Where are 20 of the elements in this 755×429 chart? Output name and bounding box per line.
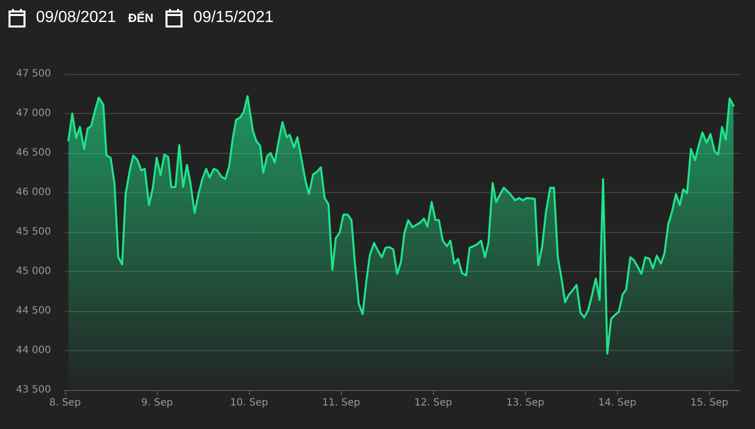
y-tick-label: 45 500 (16, 226, 51, 238)
x-tick-label: 15. Sep (690, 398, 728, 408)
y-tick-label: 47 500 (16, 68, 51, 80)
y-tick-label: 46 500 (16, 148, 51, 158)
x-tick-label: 8. Sep (49, 398, 81, 408)
y-tick-label: 45 000 (16, 266, 51, 277)
x-tick-label: 11. Sep (322, 398, 360, 408)
y-tick-label: 47 000 (16, 108, 51, 119)
x-tick-label: 10. Sep (230, 398, 268, 408)
x-tick-label: 9. Sep (141, 398, 173, 408)
y-tick-label: 44 500 (16, 306, 51, 316)
y-tick-label: 43 500 (16, 384, 51, 396)
y-tick-label: 46 000 (16, 187, 51, 198)
x-tick-label: 13. Sep (506, 398, 544, 408)
x-tick-label: 12. Sep (414, 398, 452, 408)
x-tick-label: 14. Sep (598, 398, 636, 408)
text: 09/15/2021 (193, 8, 274, 26)
text: 09/08/2021 (36, 8, 116, 26)
y-tick-label: 44 000 (16, 345, 51, 356)
text: ĐẾN (128, 10, 154, 24)
